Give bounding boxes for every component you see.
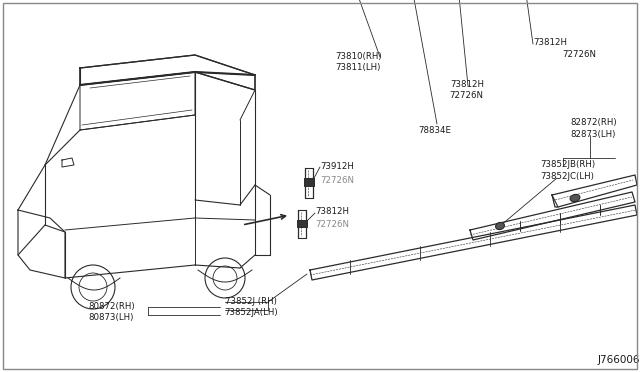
Text: 82872(RH): 82872(RH) xyxy=(570,118,616,127)
FancyBboxPatch shape xyxy=(297,220,307,227)
Text: 73852JC(LH): 73852JC(LH) xyxy=(540,172,594,181)
Ellipse shape xyxy=(570,195,580,202)
Text: 73852J (RH): 73852J (RH) xyxy=(225,297,277,306)
Text: 73812H: 73812H xyxy=(533,38,567,47)
Text: 72726N: 72726N xyxy=(315,220,349,229)
Text: 82873(LH): 82873(LH) xyxy=(570,130,616,139)
Text: 80873(LH): 80873(LH) xyxy=(88,313,133,322)
Text: 78834E: 78834E xyxy=(418,126,451,135)
FancyBboxPatch shape xyxy=(304,178,314,186)
Text: 73912H: 73912H xyxy=(320,162,354,171)
Text: 72726N: 72726N xyxy=(320,176,354,185)
Text: 73810(RH): 73810(RH) xyxy=(335,52,381,61)
Text: 80872(RH): 80872(RH) xyxy=(88,302,134,311)
Text: 73852JB(RH): 73852JB(RH) xyxy=(540,160,595,169)
Text: 73852JA(LH): 73852JA(LH) xyxy=(224,308,278,317)
Text: 72726N: 72726N xyxy=(562,50,596,59)
Text: J7660067: J7660067 xyxy=(598,355,640,365)
Text: 72726N: 72726N xyxy=(449,91,483,100)
Ellipse shape xyxy=(495,222,504,230)
Text: 73811(LH): 73811(LH) xyxy=(335,63,380,72)
Text: 73812H: 73812H xyxy=(315,207,349,216)
Text: 73812H: 73812H xyxy=(450,80,484,89)
